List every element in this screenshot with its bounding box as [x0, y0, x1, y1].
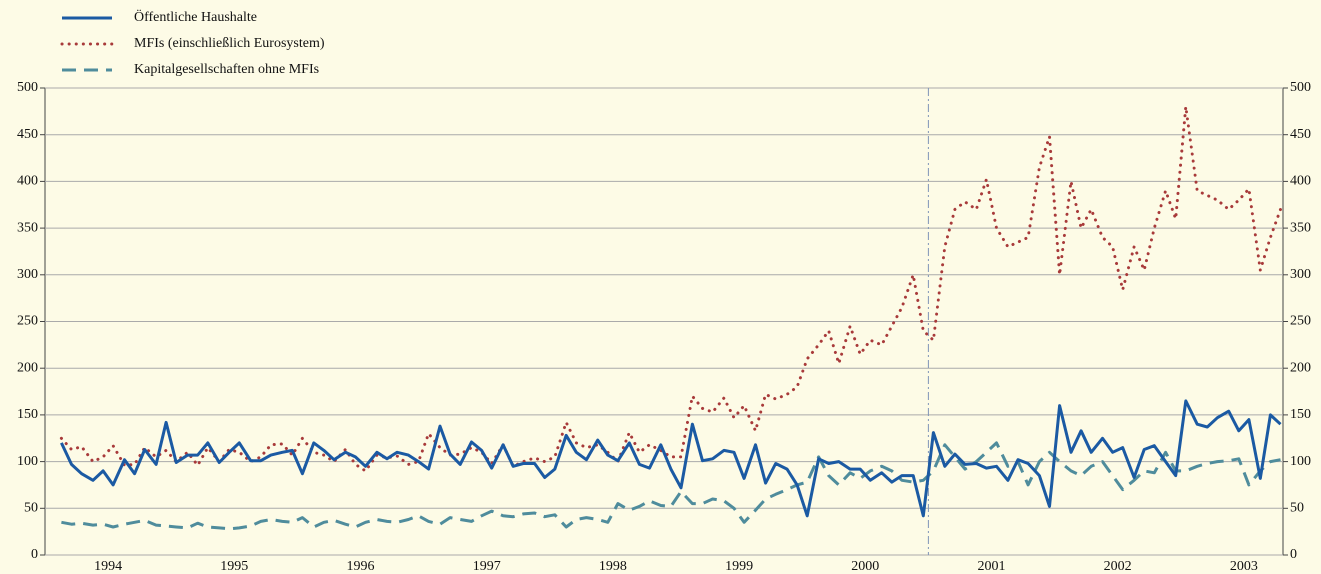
x-tick-label: 2001 — [977, 559, 1005, 574]
y-tick-label: 450 — [17, 127, 38, 142]
y-tick-label: 400 — [17, 174, 38, 189]
x-tick-label: 1996 — [346, 559, 374, 574]
y2-tick-label: 350 — [1290, 220, 1311, 235]
x-tick-label: 1997 — [473, 559, 501, 574]
legend-label: MFIs (einschließlich Eurosystem) — [134, 36, 325, 51]
x-tick-label: 2002 — [1104, 559, 1132, 574]
y-tick-label: 300 — [17, 267, 38, 282]
y2-tick-label: 400 — [1290, 174, 1311, 189]
y2-tick-label: 0 — [1290, 547, 1297, 562]
legend-label: Öffentliche Haushalte — [134, 8, 257, 25]
series-line — [60, 399, 1282, 518]
y2-tick-label: 100 — [1290, 454, 1311, 469]
y2-tick-label: 200 — [1290, 360, 1311, 375]
y2-tick-label: 150 — [1290, 407, 1311, 422]
x-tick-label: 2003 — [1230, 559, 1258, 574]
x-tick-label: 1994 — [94, 559, 122, 574]
x-tick-label: 1999 — [725, 559, 753, 574]
y-tick-label: 100 — [17, 454, 38, 469]
x-tick-label: 2000 — [851, 559, 879, 574]
y-tick-label: 150 — [17, 407, 38, 422]
legend-label: Kapitalgesellschaften ohne MFIs — [134, 62, 319, 77]
y-tick-label: 350 — [17, 220, 38, 235]
series-line — [59, 105, 1282, 473]
y-tick-label: 0 — [31, 547, 38, 562]
y-tick-label: 500 — [17, 80, 38, 95]
x-tick-label: 1995 — [220, 559, 248, 574]
y2-tick-label: 50 — [1290, 501, 1304, 516]
y2-tick-label: 450 — [1290, 127, 1311, 142]
x-tick-label: 1998 — [599, 559, 627, 574]
y2-tick-label: 250 — [1290, 314, 1311, 329]
y-tick-label: 50 — [24, 501, 38, 516]
y-tick-label: 200 — [17, 360, 38, 375]
series-line — [61, 441, 1281, 531]
y2-tick-label: 500 — [1290, 80, 1311, 95]
y2-tick-label: 300 — [1290, 267, 1311, 282]
y-tick-label: 250 — [17, 314, 38, 329]
